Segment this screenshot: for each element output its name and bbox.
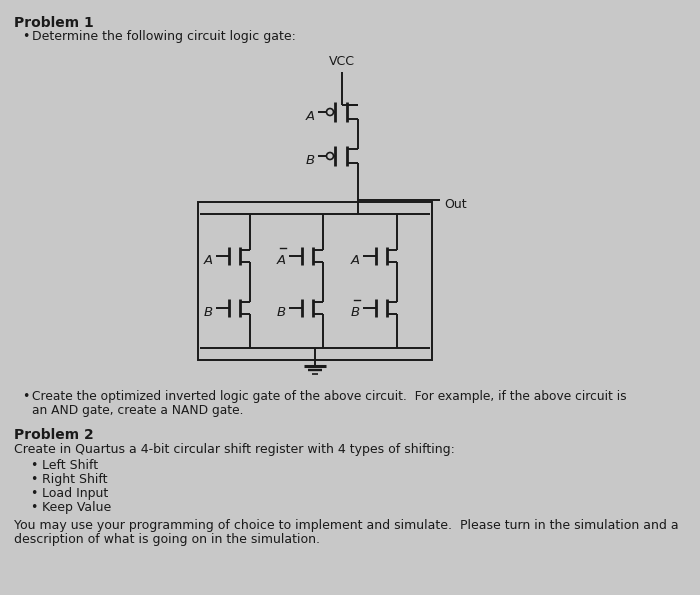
Text: Right Shift: Right Shift xyxy=(42,473,108,486)
Text: A: A xyxy=(306,109,315,123)
Text: Problem 1: Problem 1 xyxy=(14,16,94,30)
Text: Keep Value: Keep Value xyxy=(42,501,111,514)
Text: A: A xyxy=(351,253,360,267)
Text: VCC: VCC xyxy=(329,55,355,68)
Bar xyxy=(198,202,432,360)
Text: Left Shift: Left Shift xyxy=(42,459,98,472)
Text: •: • xyxy=(22,390,29,403)
Text: B: B xyxy=(306,154,315,167)
Text: B: B xyxy=(351,305,360,318)
Text: B: B xyxy=(204,305,213,318)
Text: Out: Out xyxy=(444,198,467,211)
Text: •: • xyxy=(30,473,37,486)
Text: •: • xyxy=(30,487,37,500)
Text: A: A xyxy=(204,253,213,267)
Text: Load Input: Load Input xyxy=(42,487,108,500)
Text: Determine the following circuit logic gate:: Determine the following circuit logic ga… xyxy=(32,30,296,43)
Text: Create in Quartus a 4-bit circular shift register with 4 types of shifting:: Create in Quartus a 4-bit circular shift… xyxy=(14,443,455,456)
Text: an AND gate, create a NAND gate.: an AND gate, create a NAND gate. xyxy=(32,404,244,417)
Text: •: • xyxy=(22,30,29,43)
Text: •: • xyxy=(30,459,37,472)
Text: description of what is going on in the simulation.: description of what is going on in the s… xyxy=(14,533,320,546)
Text: Problem 2: Problem 2 xyxy=(14,428,94,442)
Text: B: B xyxy=(277,305,286,318)
Text: A: A xyxy=(277,253,286,267)
Text: •: • xyxy=(30,501,37,514)
Text: Create the optimized inverted logic gate of the above circuit.  For example, if : Create the optimized inverted logic gate… xyxy=(32,390,626,403)
Text: You may use your programming of choice to implement and simulate.  Please turn i: You may use your programming of choice t… xyxy=(14,519,678,532)
